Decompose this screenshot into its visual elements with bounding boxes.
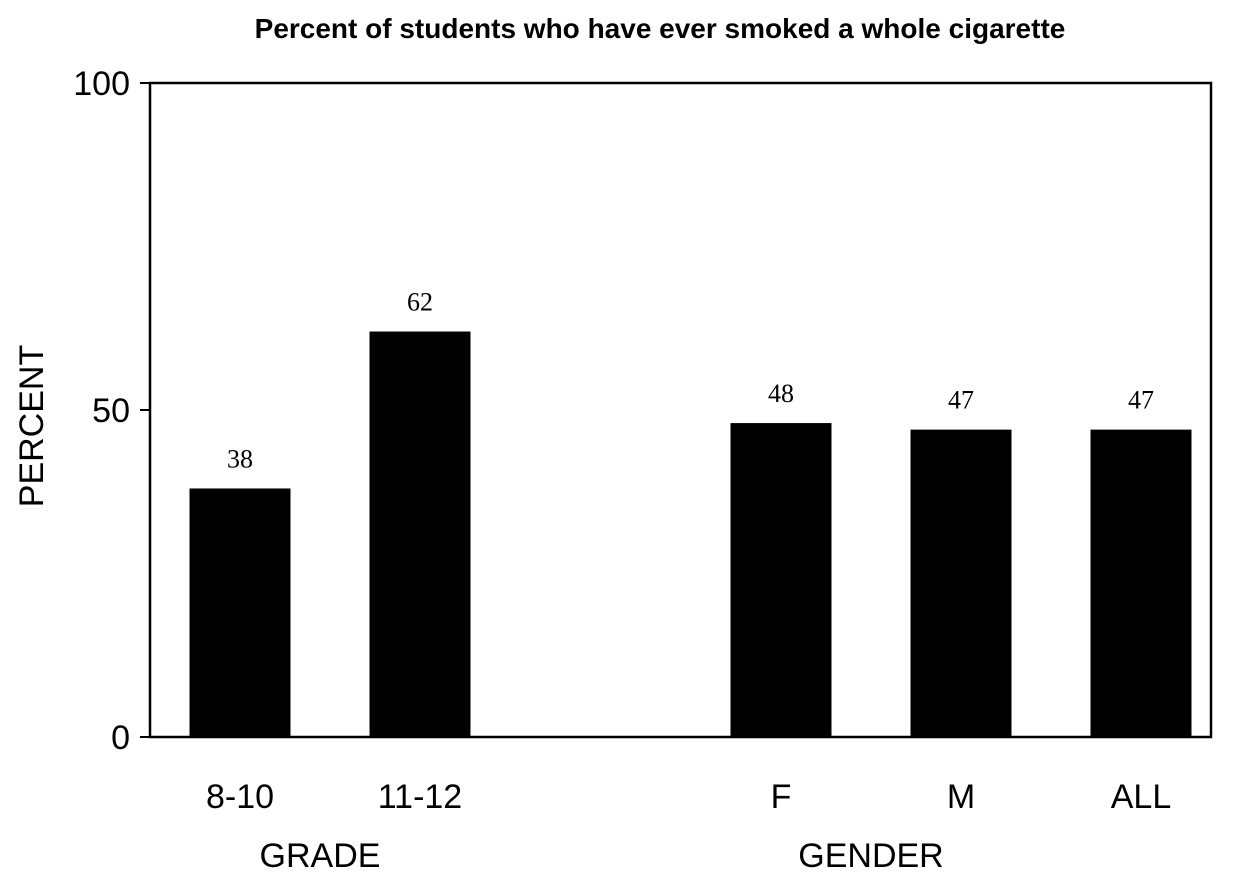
category-label: 11-12: [378, 778, 462, 816]
y-tick-label: 0: [111, 719, 130, 757]
category-label: 8-10: [206, 778, 274, 816]
y-axis: 0 50 100: [73, 65, 150, 757]
group-label-gender: GENDER: [798, 837, 943, 873]
bar-m: [910, 429, 1012, 737]
y-tick-label: 100: [73, 65, 130, 103]
bar-11-12: [369, 331, 471, 737]
category-label: F: [771, 778, 792, 816]
value-label: 62: [407, 288, 433, 317]
bar-8-10: [189, 488, 291, 737]
value-label: 47: [1128, 386, 1154, 415]
plot-frame: [148, 81, 1213, 739]
value-labels: 38 62 48 47 47: [227, 288, 1154, 474]
bar-all: [1090, 429, 1192, 737]
category-labels: 8-10 11-12 F M ALL: [206, 778, 1171, 816]
bar-series: [189, 331, 1192, 737]
value-label: 38: [227, 444, 253, 473]
chart-title: Percent of students who have ever smoked…: [255, 13, 1066, 44]
bar-f: [730, 423, 832, 737]
category-label: M: [947, 778, 975, 816]
value-label: 48: [768, 379, 794, 408]
value-label: 47: [948, 386, 974, 415]
category-label: ALL: [1111, 778, 1172, 816]
group-label-grade: GRADE: [260, 837, 381, 873]
y-axis-label: PERCENT: [13, 345, 51, 507]
y-tick-label: 50: [92, 392, 130, 430]
